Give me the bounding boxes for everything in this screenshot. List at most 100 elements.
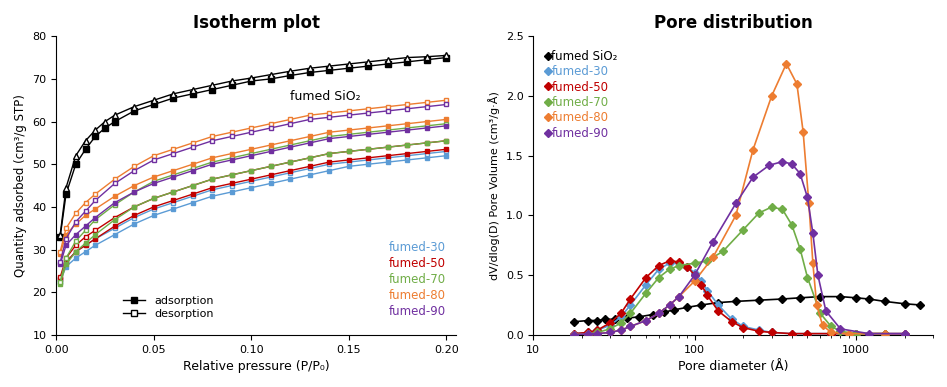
fumed-30 bbox=[702, 288, 713, 293]
fumed-30 bbox=[625, 303, 636, 307]
fumed SiO₂ bbox=[621, 316, 633, 320]
fumed-80 bbox=[604, 330, 616, 335]
fumed SiO₂ bbox=[753, 298, 764, 303]
fumed-90 bbox=[689, 273, 701, 277]
fumed-90 bbox=[569, 332, 581, 337]
fumed-30 bbox=[802, 331, 813, 336]
Line: fumed-90: fumed-90 bbox=[572, 159, 907, 337]
fumed SiO₂ bbox=[569, 319, 581, 324]
fumed SiO₂ bbox=[659, 310, 670, 315]
X-axis label: Relative pressure (P/P₀): Relative pressure (P/P₀) bbox=[183, 360, 330, 373]
fumed-80 bbox=[653, 311, 665, 316]
fumed-90 bbox=[802, 195, 813, 200]
fumed-50 bbox=[689, 273, 701, 277]
fumed-70 bbox=[689, 261, 701, 265]
Title: Pore distribution: Pore distribution bbox=[653, 14, 813, 32]
Line: fumed SiO₂: fumed SiO₂ bbox=[572, 294, 923, 324]
fumed-80 bbox=[826, 330, 837, 335]
fumed-70 bbox=[802, 275, 813, 280]
fumed-50 bbox=[696, 283, 707, 287]
fumed-50 bbox=[879, 331, 890, 336]
fumed SiO₂ bbox=[814, 294, 826, 299]
fumed-50 bbox=[625, 297, 636, 301]
fumed-30 bbox=[604, 323, 616, 328]
fumed-90 bbox=[795, 171, 806, 176]
fumed-50 bbox=[673, 260, 685, 264]
fumed-30 bbox=[696, 279, 707, 283]
fumed-50 bbox=[753, 329, 764, 334]
fumed SiO₂ bbox=[850, 296, 862, 300]
fumed-90 bbox=[582, 331, 594, 336]
Line: fumed-70: fumed-70 bbox=[572, 204, 887, 337]
fumed-70 bbox=[616, 320, 627, 325]
fumed-70 bbox=[786, 223, 797, 227]
fumed-30 bbox=[664, 261, 675, 265]
fumed-80 bbox=[817, 323, 829, 328]
fumed-70 bbox=[604, 327, 616, 331]
fumed-30 bbox=[850, 331, 862, 336]
fumed-80 bbox=[879, 331, 890, 336]
fumed-70 bbox=[592, 330, 603, 335]
Legend: fumed-30, fumed-50, fumed-70, fumed-80, fumed-90: fumed-30, fumed-50, fumed-70, fumed-80, … bbox=[380, 237, 451, 323]
fumed-90 bbox=[640, 318, 652, 323]
fumed-90 bbox=[807, 231, 818, 236]
Line: fumed-30: fumed-30 bbox=[572, 260, 907, 336]
fumed-70 bbox=[664, 267, 675, 271]
fumed-70 bbox=[640, 291, 652, 295]
fumed SiO₂ bbox=[915, 303, 926, 307]
X-axis label: Pore diameter (Å): Pore diameter (Å) bbox=[678, 360, 789, 373]
fumed-30 bbox=[640, 283, 652, 287]
fumed-30 bbox=[653, 267, 665, 271]
fumed-90 bbox=[813, 273, 824, 277]
fumed-50 bbox=[726, 319, 738, 324]
fumed-80 bbox=[730, 213, 742, 218]
fumed-50 bbox=[640, 275, 652, 280]
fumed-90 bbox=[899, 331, 910, 336]
fumed SiO₂ bbox=[682, 305, 693, 310]
fumed SiO₂ bbox=[863, 297, 874, 301]
fumed-50 bbox=[582, 330, 594, 335]
fumed-90 bbox=[604, 330, 616, 335]
Line: fumed-80: fumed-80 bbox=[572, 61, 887, 337]
fumed-50 bbox=[766, 330, 777, 335]
fumed-70 bbox=[702, 259, 713, 263]
fumed-70 bbox=[879, 331, 890, 336]
fumed-30 bbox=[592, 328, 603, 332]
fumed-70 bbox=[569, 332, 581, 337]
fumed-30 bbox=[766, 330, 777, 335]
fumed-50 bbox=[899, 331, 910, 336]
fumed-30 bbox=[726, 317, 738, 322]
fumed-80 bbox=[582, 331, 594, 336]
fumed-70 bbox=[738, 228, 749, 232]
fumed-90 bbox=[863, 331, 874, 336]
fumed-30 bbox=[582, 330, 594, 335]
fumed-30 bbox=[682, 264, 693, 269]
fumed SiO₂ bbox=[633, 315, 644, 319]
fumed-70 bbox=[582, 331, 594, 336]
fumed-90 bbox=[747, 175, 759, 180]
fumed-30 bbox=[786, 331, 797, 336]
fumed-70 bbox=[777, 207, 788, 212]
fumed-50 bbox=[569, 331, 581, 336]
fumed-50 bbox=[712, 308, 724, 313]
Title: Isotherm plot: Isotherm plot bbox=[193, 14, 320, 32]
fumed-70 bbox=[625, 311, 636, 316]
fumed-80 bbox=[625, 324, 636, 329]
fumed-90 bbox=[707, 239, 719, 244]
fumed-90 bbox=[664, 303, 675, 307]
Legend: fumed SiO₂, fumed-30, fumed-50, fumed-70, fumed-80, fumed-90: fumed SiO₂, fumed-30, fumed-50, fumed-70… bbox=[543, 45, 622, 144]
fumed-90 bbox=[673, 294, 685, 299]
fumed-80 bbox=[792, 82, 803, 86]
fumed-80 bbox=[803, 201, 814, 206]
Line: fumed-50: fumed-50 bbox=[572, 258, 907, 336]
fumed-30 bbox=[899, 331, 910, 336]
fumed-70 bbox=[718, 249, 729, 253]
fumed SiO₂ bbox=[730, 299, 742, 304]
fumed-50 bbox=[604, 320, 616, 325]
fumed-80 bbox=[747, 147, 759, 152]
fumed SiO₂ bbox=[712, 300, 724, 305]
fumed-70 bbox=[826, 324, 837, 329]
fumed SiO₂ bbox=[879, 299, 890, 304]
Text: fumed SiO₂: fumed SiO₂ bbox=[291, 90, 361, 103]
fumed SiO₂ bbox=[669, 307, 680, 312]
